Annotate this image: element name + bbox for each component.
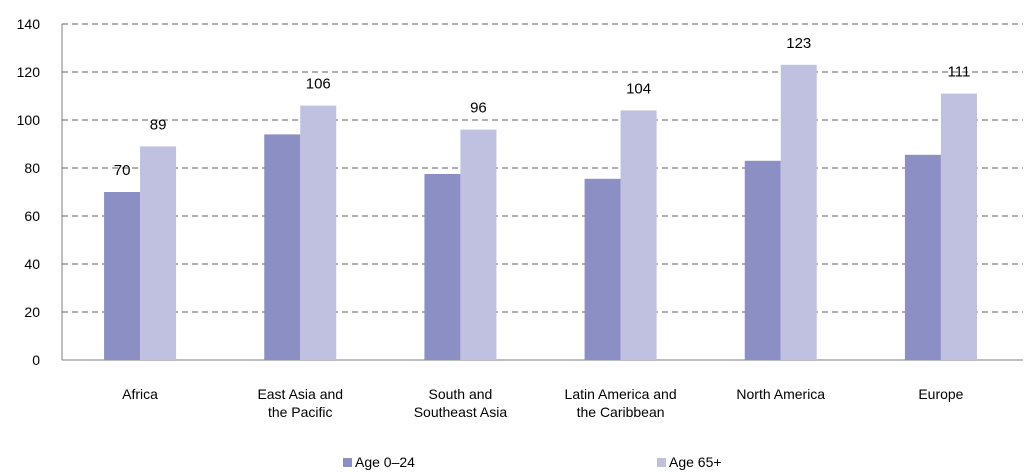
x-tick-label-0: Africa bbox=[122, 386, 158, 402]
x-tick-label-2: South and Southeast Asia bbox=[414, 386, 508, 420]
legend-swatch-age-65plus bbox=[657, 457, 666, 467]
y-tick-label-60: 60 bbox=[24, 208, 40, 224]
bar-age-0-24-0 bbox=[104, 192, 141, 360]
x-tick-label-3: Latin America and the Caribbean bbox=[565, 386, 677, 420]
y-tick-label-80: 80 bbox=[24, 160, 40, 176]
data-label-age-65plus-2: 96 bbox=[470, 100, 487, 117]
bar-age-0-24-3 bbox=[584, 178, 621, 360]
y-tick-label-100: 100 bbox=[17, 112, 41, 128]
data-label-age-65plus-4: 123 bbox=[786, 35, 811, 52]
bar-age-65plus-2 bbox=[460, 129, 497, 360]
y-tick-label-140: 140 bbox=[17, 16, 41, 32]
y-tick-label-40: 40 bbox=[24, 256, 40, 272]
legend-label-age-0-24: Age 0–24 bbox=[355, 454, 415, 470]
bar-age-65plus-3 bbox=[620, 110, 657, 361]
legend-item-age-65plus: Age 65+ bbox=[657, 454, 722, 470]
y-tick-label-20: 20 bbox=[24, 304, 40, 320]
legend-label-age-65plus: Age 65+ bbox=[669, 454, 722, 470]
x-tick-label-1: East Asia and the Pacific bbox=[257, 386, 343, 420]
data-label-age-65plus-0: 89 bbox=[150, 116, 167, 133]
bar-age-0-24-2 bbox=[424, 174, 461, 360]
bar-age-0-24-4 bbox=[744, 160, 781, 360]
legend-swatch-age-0-24 bbox=[343, 457, 352, 467]
y-tick-label-120: 120 bbox=[17, 64, 41, 80]
y-tick-label-0: 0 bbox=[32, 352, 40, 368]
bar-age-0-24-5 bbox=[904, 154, 941, 360]
bar-age-65plus-1 bbox=[300, 105, 337, 360]
data-label-age-65plus-1: 106 bbox=[306, 76, 331, 93]
data-label-age-65plus-3: 104 bbox=[626, 80, 651, 97]
bar-age-65plus-5 bbox=[940, 93, 977, 360]
data-label-age-0-24-0: 70 bbox=[114, 162, 131, 179]
data-label-age-65plus-5: 111 bbox=[948, 64, 971, 81]
bar-age-65plus-0 bbox=[140, 146, 177, 360]
bar-age-65plus-4 bbox=[780, 64, 817, 361]
legend-item-age-0-24: Age 0–24 bbox=[343, 454, 415, 470]
x-tick-label-5: Europe bbox=[918, 386, 963, 402]
x-tick-label-4: North America bbox=[736, 386, 825, 402]
bar-age-0-24-1 bbox=[264, 134, 301, 360]
